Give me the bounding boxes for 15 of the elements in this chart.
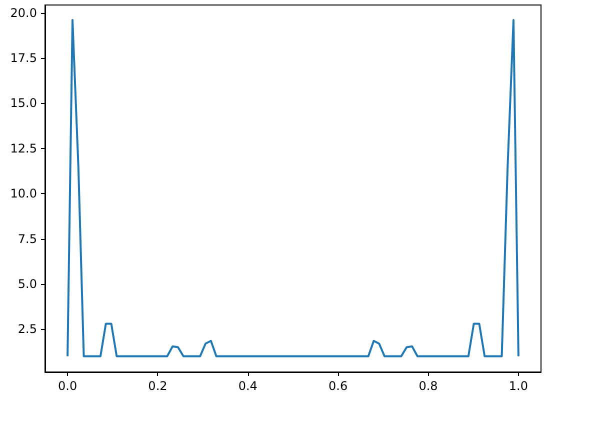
x-tick-label: 0.2	[148, 379, 168, 393]
y-tick-label: 20.0	[10, 6, 37, 20]
y-tick-label: 7.5	[18, 232, 37, 246]
y-tick-label: 10.0	[10, 186, 37, 201]
x-tick-label: 0.8	[418, 379, 438, 393]
x-tick-label: 0.0	[58, 379, 78, 393]
line-series	[66, 19, 520, 358]
x-tick-label: 1.0	[508, 379, 528, 393]
x-tick-label: 0.6	[328, 379, 348, 393]
y-tick-label: 12.5	[10, 141, 37, 156]
y-tick-label: 2.5	[18, 322, 37, 336]
x-tick-label: 0.4	[238, 379, 258, 393]
y-tick-label: 17.5	[10, 50, 37, 65]
y-tick-label: 15.0	[10, 96, 37, 110]
y-tick-label: 5.0	[18, 276, 37, 291]
